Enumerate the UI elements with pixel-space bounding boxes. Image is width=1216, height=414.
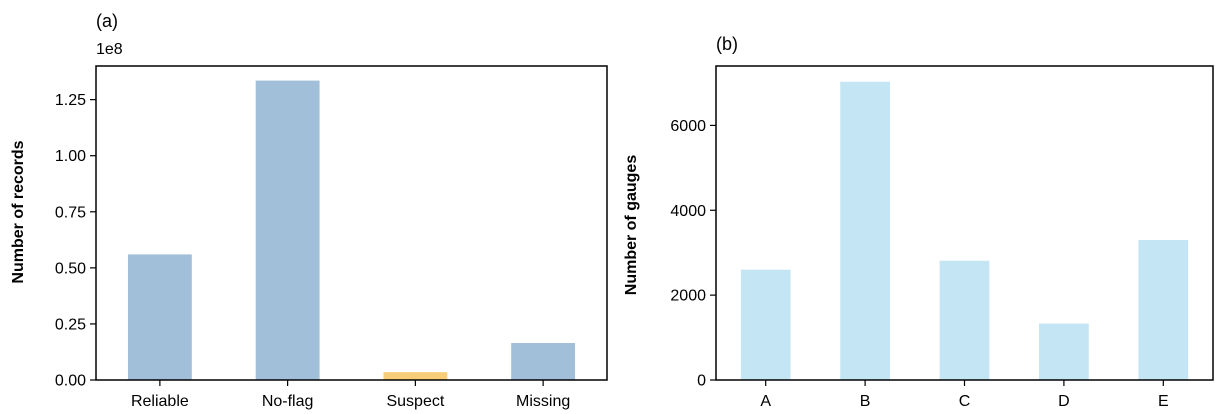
bar-b (840, 81, 890, 380)
y-tick-label: 2000 (670, 288, 706, 305)
y-ticks-b: 0 2000 4000 6000 (670, 118, 716, 390)
bar-reliable (127, 254, 192, 380)
x-tick-label-e: E (1158, 393, 1169, 410)
y-ticks-a: 0.00 0.25 0.50 0.75 1.00 1.25 (55, 92, 96, 390)
y-axis-offset-label: 1e8 (96, 41, 123, 58)
x-tick-label-d: D (1058, 393, 1070, 410)
y-axis-title-a: Number of records (10, 140, 27, 283)
bar-group-b (740, 81, 1189, 380)
x-ticks-b: A B C D E (760, 380, 1169, 410)
y-tick-label: 6000 (670, 118, 706, 135)
bar-missing (511, 342, 576, 380)
panel-label-b: (b) (716, 34, 738, 54)
plot-frame-b (715, 65, 1214, 381)
x-ticks-a: Reliable No-flag Suspect Missing (131, 380, 570, 410)
panel-label-a: (a) (96, 11, 118, 31)
y-tick-label: 0.75 (55, 204, 86, 221)
x-tick-label-a: A (760, 393, 771, 410)
chart-panel-b: (b) Number of gauges 0 2000 4000 6000 A B C D E (623, 34, 1214, 410)
y-tick-label: 0.25 (55, 316, 86, 333)
y-tick-label: 4000 (670, 203, 706, 220)
y-tick-label: 1.25 (55, 92, 86, 109)
x-tick-label-b: B (860, 393, 871, 410)
x-tick-label-suspect: Suspect (386, 393, 444, 410)
y-axis-title-b: Number of gauges (623, 155, 640, 296)
bar-d (1039, 323, 1089, 380)
x-tick-label-missing: Missing (516, 393, 570, 410)
bar-suspect (383, 372, 448, 380)
bar-c (939, 260, 990, 380)
bar-group-a (127, 80, 576, 380)
chart-panel-a: (a) 1e8 Number of records 0.000.250.500.… (10, 11, 608, 410)
x-tick-label-reliable: Reliable (131, 393, 189, 410)
y-tick-label: 1.00 (55, 148, 86, 165)
x-tick-label-c: C (959, 393, 971, 410)
y-tick-label: 0.50 (55, 260, 86, 277)
x-tick-label-no-flag: No-flag (262, 393, 314, 410)
bar-e (1138, 239, 1189, 380)
bar-a (740, 269, 791, 380)
y-tick-label: 0 (697, 373, 706, 390)
bar-no-flag (255, 80, 320, 380)
y-tick-label: 0.00 (55, 373, 86, 390)
plot-frame-a (95, 65, 608, 381)
